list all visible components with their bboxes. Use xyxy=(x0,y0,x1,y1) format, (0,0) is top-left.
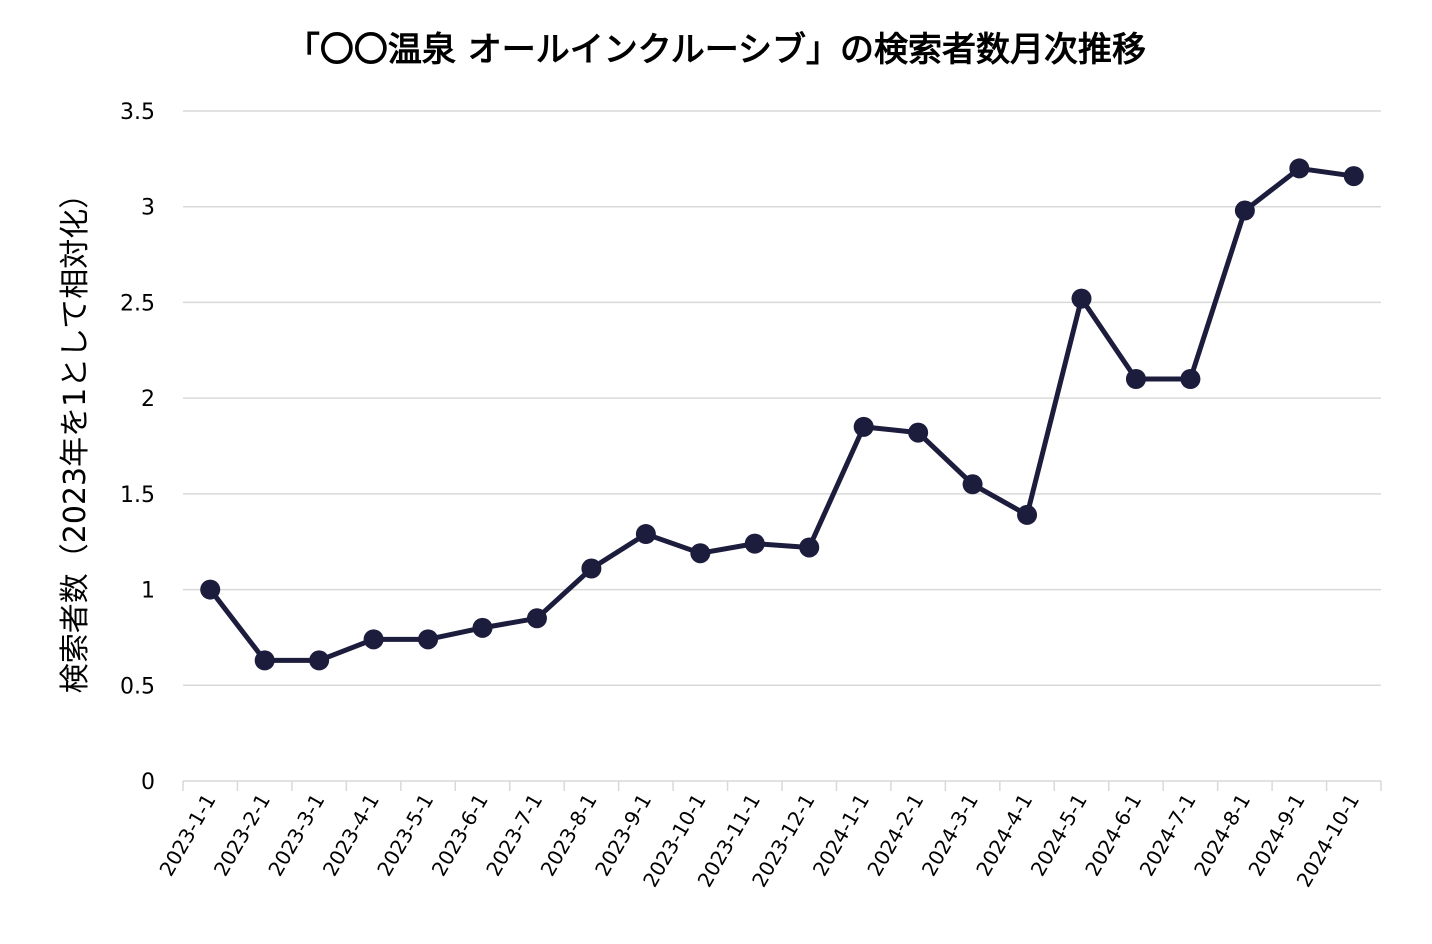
y-tick-label: 2 xyxy=(141,387,155,412)
data-point xyxy=(744,533,765,554)
data-point xyxy=(635,524,656,545)
data-point xyxy=(1180,369,1201,389)
data-point xyxy=(1017,504,1038,525)
data-point xyxy=(1071,288,1092,309)
data-points xyxy=(200,158,1364,671)
data-point xyxy=(363,629,384,650)
data-point xyxy=(690,543,711,564)
data-point xyxy=(908,422,929,443)
y-tick-label: 0.5 xyxy=(120,674,155,699)
data-point xyxy=(472,617,493,638)
data-point xyxy=(799,537,820,558)
data-point xyxy=(254,650,275,671)
data-point xyxy=(526,608,547,629)
data-point xyxy=(418,629,439,650)
data-point xyxy=(962,474,983,495)
x-tick-labels: 2023-1-12023-2-12023-3-12023-4-12023-5-1… xyxy=(154,789,1364,891)
data-point xyxy=(309,650,330,671)
series-line-group xyxy=(208,165,1355,663)
data-point xyxy=(1343,166,1364,187)
chart-title: 「〇〇温泉 オールインクルーシブ」の検索者数月次推移 xyxy=(285,30,1147,70)
y-tick-label: 2.5 xyxy=(120,291,155,316)
data-point xyxy=(853,416,874,437)
data-point xyxy=(1289,158,1310,179)
y-tick-label: 1 xyxy=(141,579,155,604)
y-tick-label: 3 xyxy=(141,196,155,221)
x-axis xyxy=(182,780,1382,791)
data-point xyxy=(1234,200,1255,221)
data-point xyxy=(200,579,221,600)
data-point xyxy=(1125,369,1146,389)
y-tick-label: 1.5 xyxy=(120,483,155,508)
series-line xyxy=(208,165,1355,663)
data-point xyxy=(581,558,602,579)
y-tick-label: 3.5 xyxy=(120,100,155,125)
y-tick-label: 0 xyxy=(141,770,155,795)
y-tick-labels: 0 0.5 1 1.5 2 2.5 3 3.5 xyxy=(120,100,155,795)
gridlines xyxy=(183,110,1381,687)
